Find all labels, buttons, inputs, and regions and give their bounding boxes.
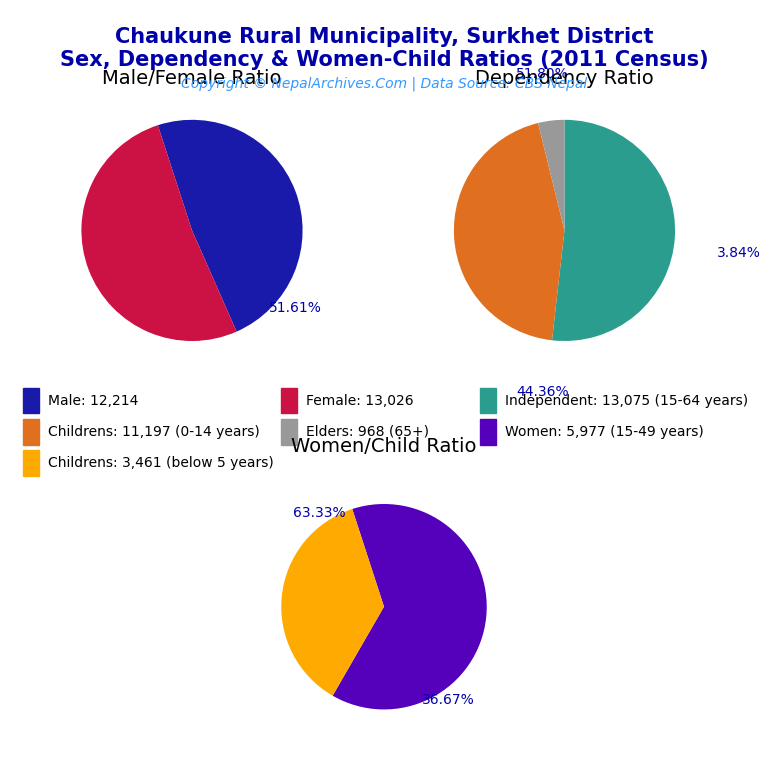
- Bar: [23, 388, 39, 413]
- Bar: [23, 450, 39, 476]
- Text: Elders: 968 (65+): Elders: 968 (65+): [306, 425, 429, 439]
- Text: Female: 13,026: Female: 13,026: [306, 393, 413, 408]
- Title: Male/Female Ratio: Male/Female Ratio: [102, 69, 282, 88]
- Text: Childrens: 11,197 (0-14 years): Childrens: 11,197 (0-14 years): [48, 425, 260, 439]
- Text: Chaukune Rural Municipality, Surkhet District: Chaukune Rural Municipality, Surkhet Dis…: [114, 27, 654, 47]
- Text: Sex, Dependency & Women-Child Ratios (2011 Census): Sex, Dependency & Women-Child Ratios (20…: [60, 50, 708, 70]
- Text: Childrens: 3,461 (below 5 years): Childrens: 3,461 (below 5 years): [48, 456, 273, 470]
- Wedge shape: [333, 504, 487, 710]
- Text: Independent: 13,075 (15-64 years): Independent: 13,075 (15-64 years): [505, 393, 748, 408]
- Title: Women/Child Ratio: Women/Child Ratio: [291, 438, 477, 456]
- Wedge shape: [281, 509, 384, 696]
- Text: Women: 5,977 (15-49 years): Women: 5,977 (15-49 years): [505, 425, 703, 439]
- Text: Male: 12,214: Male: 12,214: [48, 393, 138, 408]
- Wedge shape: [552, 120, 675, 341]
- Wedge shape: [538, 120, 564, 230]
- Wedge shape: [158, 120, 303, 332]
- Wedge shape: [81, 125, 237, 341]
- Text: 44.36%: 44.36%: [516, 386, 568, 399]
- Text: 51.61%: 51.61%: [270, 301, 323, 315]
- Wedge shape: [454, 123, 564, 340]
- Bar: [480, 388, 496, 413]
- Text: 3.84%: 3.84%: [717, 246, 760, 260]
- Bar: [480, 419, 496, 445]
- Text: 36.67%: 36.67%: [422, 693, 475, 707]
- Text: 51.80%: 51.80%: [516, 67, 569, 81]
- Bar: [281, 388, 297, 413]
- Text: 63.33%: 63.33%: [293, 506, 346, 521]
- Bar: [23, 419, 39, 445]
- Title: Dependency Ratio: Dependency Ratio: [475, 69, 654, 88]
- Text: Copyright © NepalArchives.Com | Data Source: CBS Nepal: Copyright © NepalArchives.Com | Data Sou…: [181, 77, 587, 91]
- Bar: [281, 419, 297, 445]
